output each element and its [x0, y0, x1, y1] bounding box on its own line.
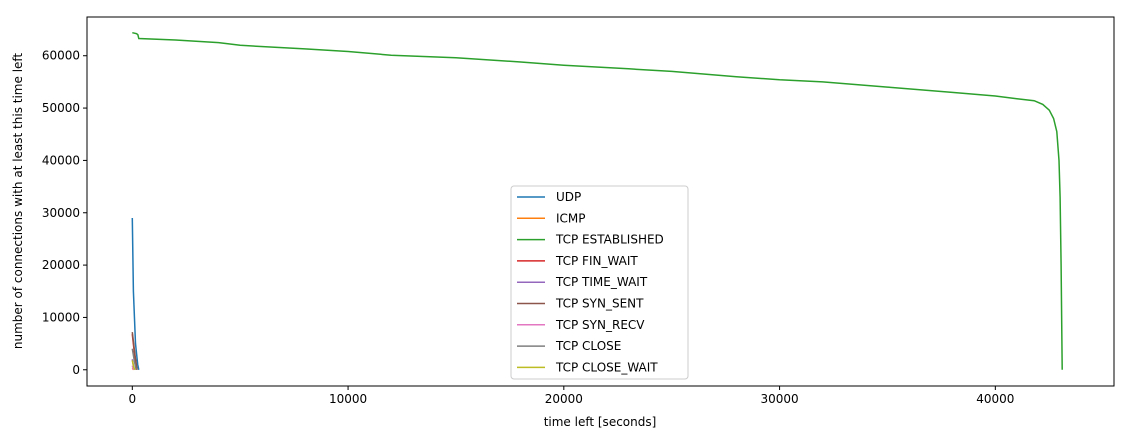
legend-box: [510, 185, 689, 380]
legend-label: ICMP: [556, 211, 586, 225]
y-tick-label: 10000: [42, 310, 80, 324]
x-axis-label: time left [seconds]: [544, 415, 657, 429]
x-tick-label: 40000: [976, 392, 1014, 406]
legend-label: TCP FIN_WAIT: [555, 254, 638, 268]
series-line-udp: [131, 217, 140, 370]
y-tick-label: 50000: [42, 101, 80, 115]
legend-label: TCP SYN_SENT: [555, 297, 644, 311]
x-tick-label: 0: [128, 392, 136, 406]
x-tick-label: 20000: [545, 392, 583, 406]
series-line-tcp-close-wait: [131, 360, 136, 371]
plot-frame: [86, 16, 1115, 387]
legend-label: TCP SYN_RECV: [555, 318, 645, 332]
y-axis-label: number of connections with at least this…: [11, 53, 25, 350]
x-tick-label: 30000: [760, 392, 798, 406]
y-tick-label: 40000: [42, 153, 80, 167]
series-line-tcp-close: [131, 348, 137, 370]
legend-label: UDP: [556, 190, 581, 204]
y-tick-label: 30000: [42, 206, 80, 220]
series-line-tcp-syn-sent: [131, 332, 138, 370]
series-line-tcp-syn-recv: [131, 365, 135, 371]
legend-label: TCP CLOSE: [555, 339, 621, 353]
x-tick-label: 10000: [329, 392, 367, 406]
y-tick-label: 20000: [42, 258, 80, 272]
legend-label: TCP ESTABLISHED: [555, 233, 664, 247]
series-line-tcp-established: [132, 31, 1063, 370]
legend-label: TCP CLOSE_WAIT: [555, 360, 658, 374]
legend-label: TCP TIME_WAIT: [555, 275, 648, 289]
y-tick-label: 60000: [42, 49, 80, 63]
y-tick-label: 0: [72, 363, 80, 377]
legend: UDP ICMP TCP ESTABLISHED TCP FIN_WAIT TCP TI…: [510, 185, 689, 380]
